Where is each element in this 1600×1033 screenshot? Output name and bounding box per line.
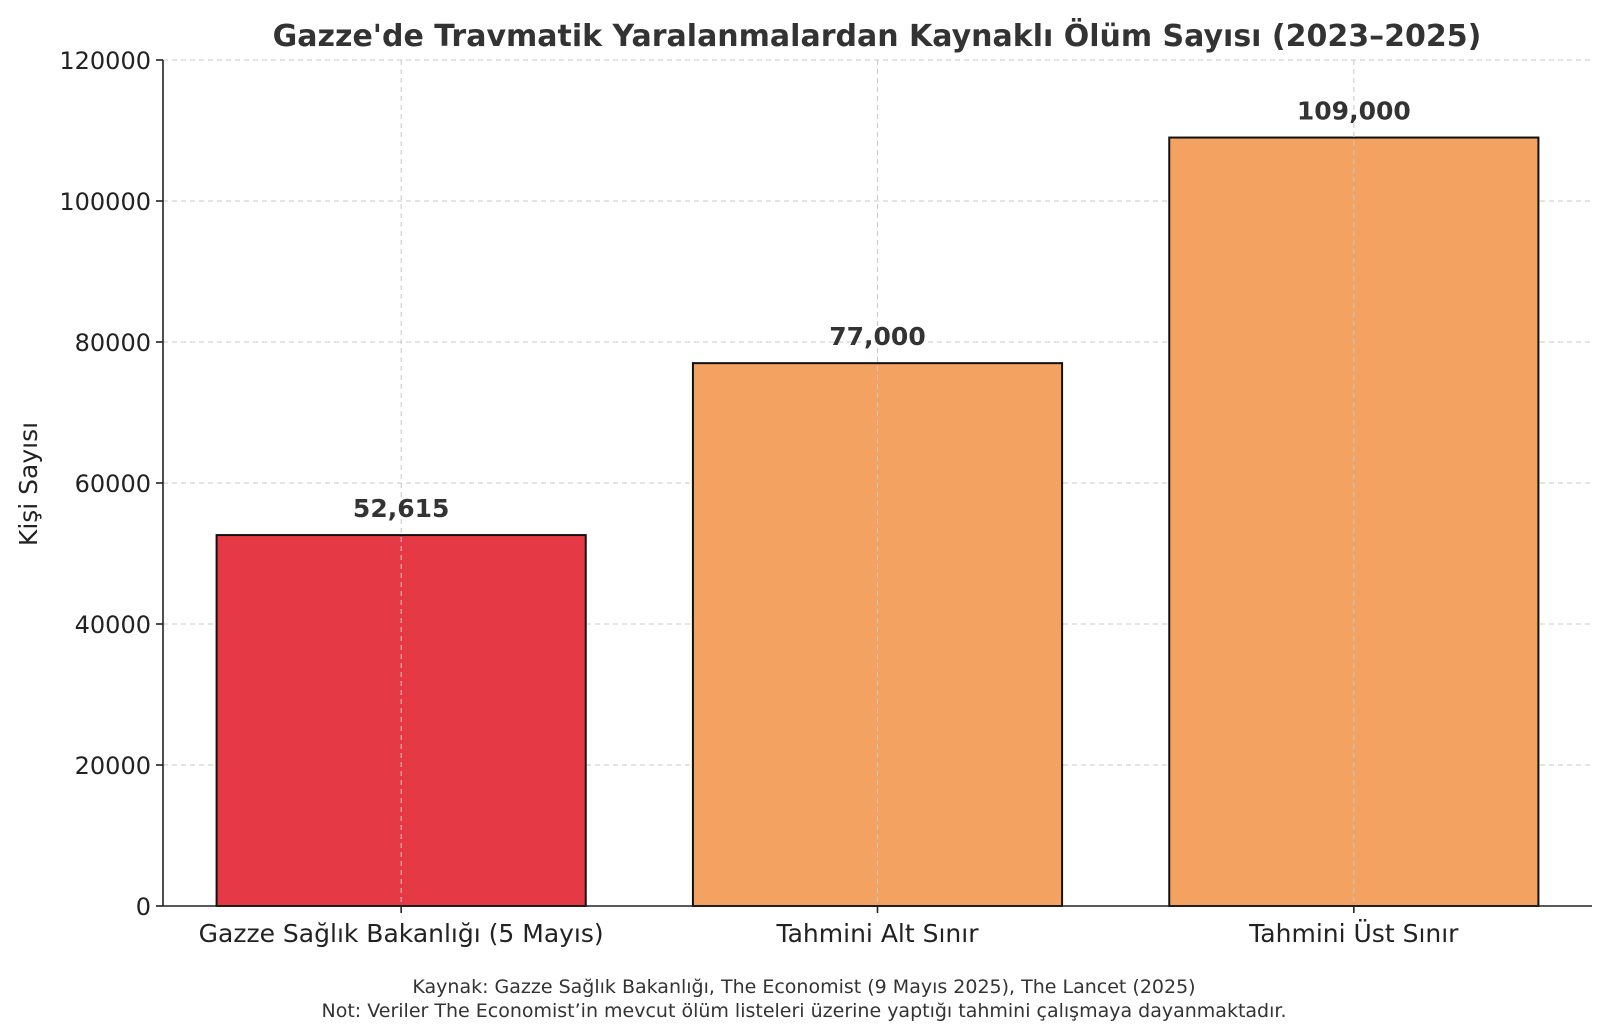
footnote-note: Not: Veriler The Economist’in mevcut ölü…	[322, 1000, 1287, 1022]
x-tick-label: Gazze Sağlık Bakanlığı (5 Mayıs)	[199, 919, 604, 948]
y-tick-label: 120000	[59, 47, 151, 75]
y-tick-label: 0	[136, 893, 151, 921]
chart-title: Gazze'de Travmatik Yaralanmalardan Kayna…	[273, 17, 1482, 54]
source-note: Kaynak: Gazze Sağlık Bakanlığı, The Econ…	[412, 976, 1195, 998]
axes	[156, 59, 1592, 913]
data-label: 77,000	[829, 322, 925, 351]
y-tick-label: 20000	[75, 752, 151, 780]
vertical-gridlines	[400, 60, 1355, 906]
y-tick-label: 100000	[59, 188, 151, 216]
bars	[215, 136, 1540, 908]
x-tick-label: Tahmini Alt Sınır	[775, 919, 979, 948]
y-axis-label: Kişi Sayısı	[14, 422, 43, 546]
y-tick-label: 80000	[75, 329, 151, 357]
labels: 0 20000 40000 60000 80000 100000 120000 52,615 7…	[59, 47, 1459, 948]
data-label: 52,615	[353, 494, 449, 523]
x-tick-label: Tahmini Üst Sınır	[1248, 919, 1459, 948]
y-tick-label: 40000	[75, 611, 151, 639]
data-label: 109,000	[1297, 97, 1411, 126]
y-tick-label: 60000	[75, 470, 151, 498]
bar	[691, 362, 1064, 907]
